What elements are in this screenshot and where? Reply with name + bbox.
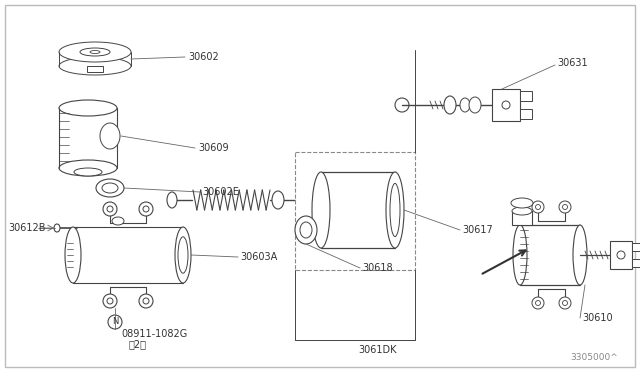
Text: 08911-1082G: 08911-1082G [121, 329, 188, 339]
Bar [520, 91, 532, 101]
Ellipse shape [395, 98, 409, 112]
Bar [512, 211, 532, 225]
Ellipse shape [617, 251, 625, 259]
Ellipse shape [460, 98, 470, 112]
Ellipse shape [96, 179, 124, 197]
Ellipse shape [300, 222, 312, 238]
Bar [632, 243, 640, 251]
Ellipse shape [59, 160, 117, 176]
Bar [632, 259, 640, 267]
Ellipse shape [65, 227, 81, 283]
Ellipse shape [167, 192, 177, 208]
Ellipse shape [469, 97, 481, 113]
Text: 30631: 30631 [557, 58, 588, 68]
Ellipse shape [502, 101, 510, 109]
Ellipse shape [59, 57, 131, 75]
Text: 3061DK: 3061DK [358, 345, 397, 355]
Ellipse shape [563, 205, 568, 209]
Text: 30618: 30618 [362, 263, 392, 273]
Ellipse shape [143, 206, 149, 212]
Ellipse shape [511, 198, 533, 208]
Ellipse shape [559, 297, 571, 309]
Ellipse shape [312, 172, 330, 248]
Ellipse shape [108, 315, 122, 329]
Text: N: N [112, 317, 118, 327]
Ellipse shape [536, 205, 541, 209]
Ellipse shape [139, 294, 153, 308]
Ellipse shape [178, 237, 188, 273]
Ellipse shape [107, 298, 113, 304]
Bar [87, 66, 103, 72]
Ellipse shape [536, 301, 541, 305]
Ellipse shape [54, 224, 60, 232]
Text: 30612B: 30612B [8, 223, 45, 233]
Text: 3305000^: 3305000^ [570, 353, 618, 362]
Ellipse shape [559, 201, 571, 213]
Text: 30609: 30609 [198, 143, 228, 153]
Ellipse shape [512, 207, 532, 215]
Ellipse shape [532, 201, 544, 213]
Text: 30617: 30617 [462, 225, 493, 235]
Ellipse shape [532, 297, 544, 309]
Bar [520, 109, 532, 119]
Ellipse shape [295, 216, 317, 244]
Ellipse shape [74, 168, 102, 176]
Ellipse shape [103, 294, 117, 308]
Ellipse shape [143, 298, 149, 304]
Bar [610, 241, 632, 269]
Text: （2）: （2） [129, 339, 147, 349]
Ellipse shape [175, 227, 191, 283]
Ellipse shape [59, 42, 131, 62]
Ellipse shape [102, 183, 118, 193]
Ellipse shape [513, 225, 527, 285]
Ellipse shape [386, 172, 404, 248]
Text: 30602E: 30602E [202, 187, 239, 197]
Ellipse shape [80, 48, 110, 56]
Ellipse shape [390, 183, 400, 237]
Ellipse shape [272, 191, 284, 209]
Bar [492, 89, 520, 121]
Ellipse shape [107, 206, 113, 212]
Text: 30603A: 30603A [240, 252, 277, 262]
Ellipse shape [563, 301, 568, 305]
Ellipse shape [139, 202, 153, 216]
Ellipse shape [59, 100, 117, 116]
Ellipse shape [90, 51, 100, 54]
Bar [295, 152, 415, 270]
Ellipse shape [573, 225, 587, 285]
Ellipse shape [444, 96, 456, 114]
Ellipse shape [112, 217, 124, 225]
Text: 30602: 30602 [188, 52, 219, 62]
Ellipse shape [100, 123, 120, 149]
Ellipse shape [103, 202, 117, 216]
Text: 30610: 30610 [582, 313, 612, 323]
